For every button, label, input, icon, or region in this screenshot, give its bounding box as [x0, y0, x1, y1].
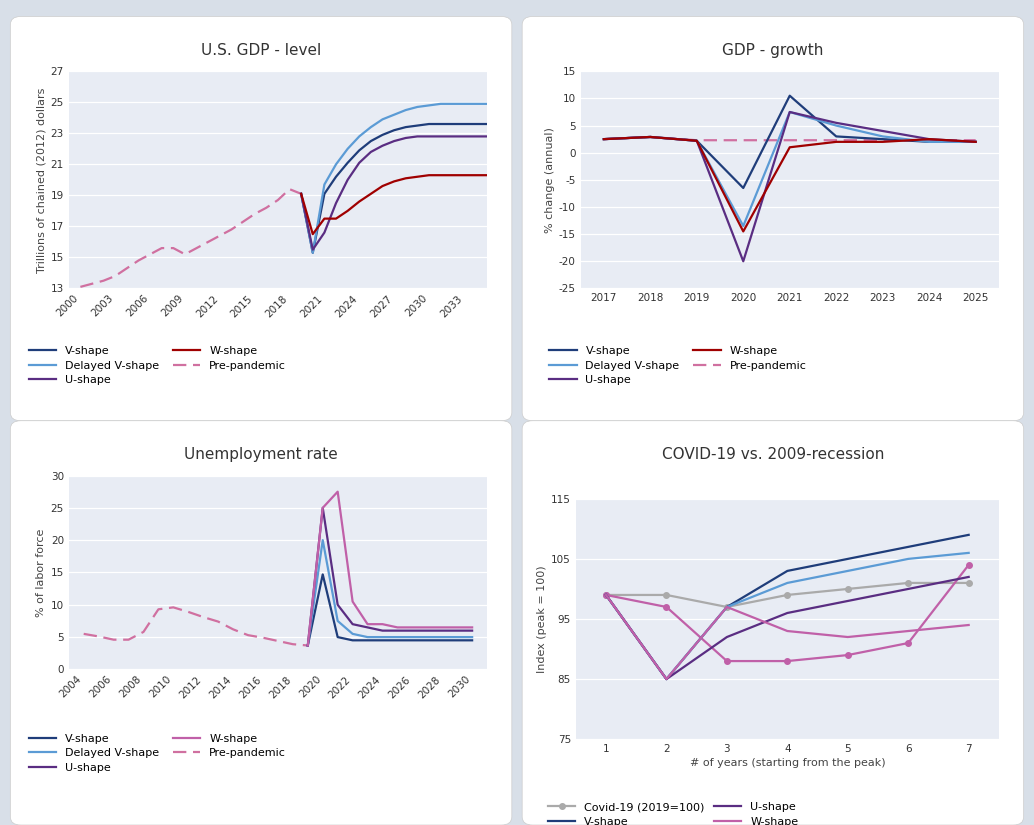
Y-axis label: Index (peak = 100): Index (peak = 100): [537, 565, 547, 673]
Y-axis label: % of labor force: % of labor force: [36, 528, 47, 616]
Legend: V-shape, Delayed V-shape, U-shape, W-shape, Pre-pandemic: V-shape, Delayed V-shape, U-shape, W-sha…: [24, 729, 291, 777]
Text: COVID-19 vs. 2009-recession: COVID-19 vs. 2009-recession: [662, 447, 884, 462]
Legend: Covid-19 (2019=100), V-shape, Delayed V-shape, U-shape, W-shape, 2009-recession : Covid-19 (2019=100), V-shape, Delayed V-…: [543, 798, 911, 825]
X-axis label: # of years (starting from the peak): # of years (starting from the peak): [690, 758, 885, 768]
Legend: V-shape, Delayed V-shape, U-shape, W-shape, Pre-pandemic: V-shape, Delayed V-shape, U-shape, W-sha…: [24, 342, 291, 389]
Text: U.S. GDP - level: U.S. GDP - level: [201, 43, 322, 58]
Legend: V-shape, Delayed V-shape, U-shape, W-shape, Pre-pandemic: V-shape, Delayed V-shape, U-shape, W-sha…: [544, 342, 811, 389]
Text: GDP - growth: GDP - growth: [722, 43, 824, 58]
Text: Unemployment rate: Unemployment rate: [184, 447, 338, 462]
Y-axis label: % change (annual): % change (annual): [545, 127, 554, 233]
Y-axis label: Trillions of chained (2012) dollars: Trillions of chained (2012) dollars: [36, 87, 47, 272]
